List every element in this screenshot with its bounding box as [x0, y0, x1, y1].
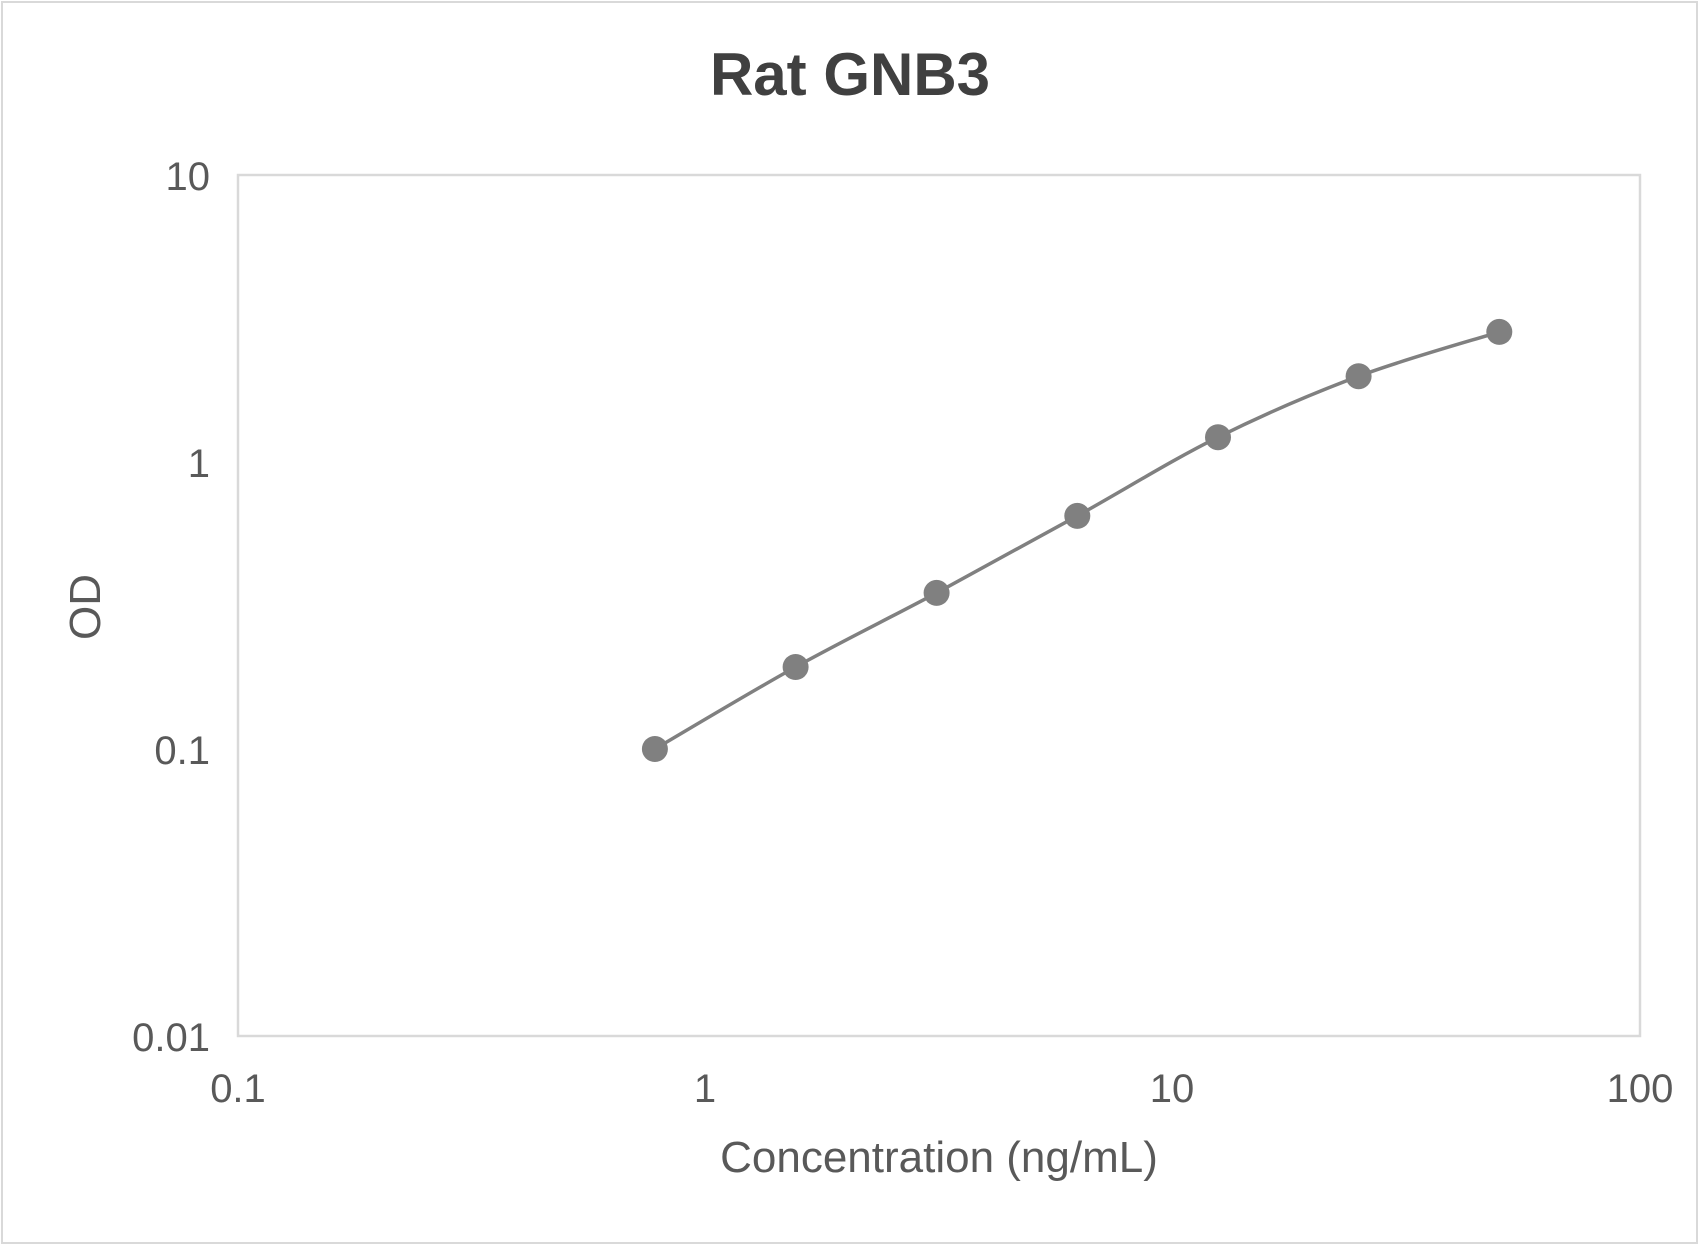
x-tick-label: 10 [1150, 1067, 1195, 1111]
x-axis-title: Concentration (ng/mL) [720, 1133, 1158, 1182]
data-point-marker [782, 654, 809, 680]
data-point-marker [1486, 318, 1513, 345]
x-tick-label: 100 [1607, 1067, 1674, 1111]
y-tick-label: 10 [166, 155, 211, 199]
y-tick-label: 0.01 [132, 1016, 210, 1060]
data-point-marker [923, 579, 950, 606]
series-markers [641, 318, 1513, 762]
data-point-marker [641, 736, 668, 762]
data-point-marker [1205, 424, 1231, 451]
x-axis-ticks: 0.1 1 10 100 [210, 1067, 1673, 1111]
y-axis-title: OD [61, 574, 110, 640]
y-tick-label: 0.1 [154, 729, 210, 773]
x-tick-label: 1 [694, 1067, 716, 1111]
data-series [641, 318, 1513, 762]
y-tick-label: 1 [188, 442, 210, 486]
x-tick-label: 0.1 [210, 1067, 266, 1111]
y-axis-ticks: 10 1 0.1 0.01 [132, 155, 210, 1060]
chart-title: Rat GNB3 [710, 41, 990, 108]
data-point-marker [1345, 363, 1372, 390]
data-point-marker [1064, 502, 1091, 529]
